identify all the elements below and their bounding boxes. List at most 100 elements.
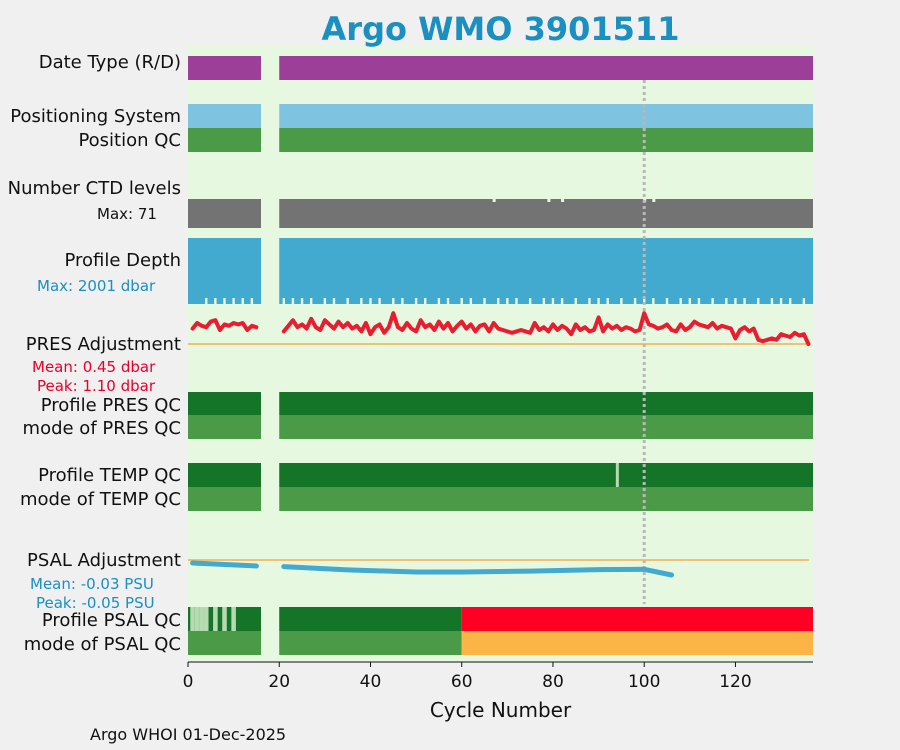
bar-profile-pres-qc-seg1: [188, 392, 261, 415]
bar-profile-pres-qc-seg2: [279, 392, 814, 415]
bar-mode-pres-qc-seg1: [188, 415, 261, 439]
depth-gap-mark: [214, 298, 217, 304]
depth-gap-mark: [506, 298, 509, 304]
depth-gap-mark: [597, 298, 600, 304]
depth-gap-mark: [679, 298, 682, 304]
label-pres-mean: Mean: 0.45 dbar: [32, 358, 156, 376]
depth-gap-mark: [369, 298, 372, 304]
bar-ctd-levels-seg1: [188, 199, 261, 228]
label-depth-max: Max: 2001 dbar: [37, 277, 156, 295]
psal-qc-light-cell: [231, 607, 236, 631]
depth-gap-mark: [620, 298, 623, 304]
depth-gap-mark: [378, 298, 381, 304]
footer-credit: Argo WHOI 01-Dec-2025: [90, 725, 287, 744]
bar-profile-psal-qc-bad: [461, 607, 813, 631]
x-tick-label: 40: [360, 672, 382, 692]
psal-qc-light-cell: [190, 607, 195, 631]
bar-profile-temp-qc-seg1: [188, 463, 261, 487]
psal-qc-light-cell: [203, 607, 209, 631]
depth-gap-mark: [711, 298, 714, 304]
x-tick-label: 120: [719, 672, 751, 692]
depth-gap-mark: [360, 298, 363, 304]
depth-gap-mark: [291, 298, 295, 304]
bar-profile-depth-seg2: [279, 238, 814, 304]
depth-gap-mark: [414, 298, 418, 304]
depth-gap-mark: [401, 298, 404, 304]
depth-gap-mark: [528, 298, 532, 304]
depth-gap-mark: [515, 298, 518, 304]
bar-mode-psal-qc-seg1: [188, 631, 261, 655]
depth-gap-mark: [323, 298, 327, 304]
depth-gap-mark: [446, 298, 450, 304]
bar-date-type-seg1: [188, 56, 261, 80]
depth-gap-mark: [469, 298, 473, 304]
bar-profile-depth-seg1: [188, 238, 261, 304]
depth-gap-mark: [788, 298, 792, 304]
bar-positioning-system-seg2: [279, 104, 814, 128]
label-mode-temp-qc: mode of TEMP QC: [19, 489, 181, 510]
psal-qc-light-cell: [199, 607, 204, 631]
label-position-qc: Position QC: [78, 130, 181, 151]
depth-gap-mark: [757, 298, 760, 304]
psal-adjustment-line-seg2: [281, 564, 675, 578]
bar-mode-temp-qc-seg1: [188, 487, 261, 511]
depth-gap-mark: [483, 298, 486, 304]
x-axis-label: Cycle Number: [429, 698, 572, 722]
depth-gap-mark: [802, 298, 806, 304]
ctd-gap-mark: [547, 199, 551, 202]
label-mode-psal-qc: mode of PSAL QC: [23, 634, 181, 655]
depth-gap-mark: [725, 298, 728, 304]
bar-position-qc-seg2: [279, 128, 814, 152]
bar-ctd-levels-seg2: [279, 199, 814, 228]
label-ctd-max: Max: 71: [97, 205, 157, 223]
depth-gap-mark: [542, 298, 546, 304]
depth-gap-mark: [665, 298, 669, 304]
label-date-type: Date Type (R/D): [38, 52, 181, 73]
label-psal-mean: Mean: -0.03 PSU: [30, 575, 154, 593]
label-positioning-system: Positioning System: [10, 106, 181, 127]
label-psal-adjustment: PSAL Adjustment: [26, 550, 181, 571]
depth-gap-mark: [652, 298, 655, 304]
x-tick-label: 60: [451, 672, 473, 692]
pres-adjustment-line-seg2: [281, 311, 811, 346]
depth-gap-mark: [250, 298, 254, 304]
psal-qc-light-cell: [213, 607, 218, 631]
label-profile-depth: Profile Depth: [64, 250, 181, 271]
label-profile-pres-qc: Profile PRES QC: [40, 395, 181, 416]
label-pres-adjustment: PRES Adjustment: [25, 334, 181, 355]
depth-gap-mark: [437, 298, 441, 304]
depth-gap-mark: [643, 298, 646, 304]
depth-gap-mark: [223, 298, 226, 304]
bar-position-qc-seg1: [188, 128, 261, 152]
bar-mode-temp-qc-seg2: [279, 487, 814, 511]
bar-profile-temp-qc-seg2: [279, 463, 814, 487]
x-tick-label: 80: [542, 672, 564, 692]
depth-gap-mark: [205, 298, 208, 304]
temp-qc-anomaly: [615, 463, 619, 487]
ctd-gap-mark: [561, 199, 565, 202]
depth-gap-mark: [282, 298, 286, 304]
depth-gap-mark: [332, 298, 336, 304]
depth-gap-mark: [300, 298, 304, 304]
bar-positioning-system-seg1: [188, 104, 261, 128]
label-profile-temp-qc: Profile TEMP QC: [38, 465, 181, 486]
depth-gap-mark: [734, 298, 737, 304]
label-pres-peak: Peak: 1.10 dbar: [37, 377, 156, 395]
label-number-ctd-levels: Number CTD levels: [7, 178, 181, 199]
depth-gap-mark: [232, 298, 235, 304]
depth-gap-mark: [633, 298, 637, 304]
depth-gap-mark: [743, 298, 746, 304]
label-mode-pres-qc: mode of PRES QC: [22, 418, 181, 439]
depth-gap-mark: [770, 298, 774, 304]
chart-title: Argo WMO 3901511: [321, 10, 680, 48]
x-tick-label: 20: [268, 672, 290, 692]
depth-gap-mark: [424, 298, 427, 304]
psal-qc-light-cell: [194, 607, 200, 631]
depth-gap-mark: [551, 298, 555, 304]
depth-gap-mark: [346, 298, 349, 304]
label-profile-psal-qc: Profile PSAL QC: [41, 610, 181, 631]
depth-gap-mark: [497, 298, 500, 304]
depth-gap-mark: [779, 298, 783, 304]
depth-gap-mark: [688, 298, 692, 304]
psal-qc-light-cell: [222, 607, 227, 631]
